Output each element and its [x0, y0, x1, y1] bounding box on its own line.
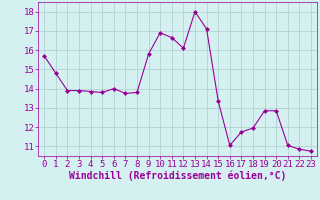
X-axis label: Windchill (Refroidissement éolien,°C): Windchill (Refroidissement éolien,°C) [69, 171, 286, 181]
